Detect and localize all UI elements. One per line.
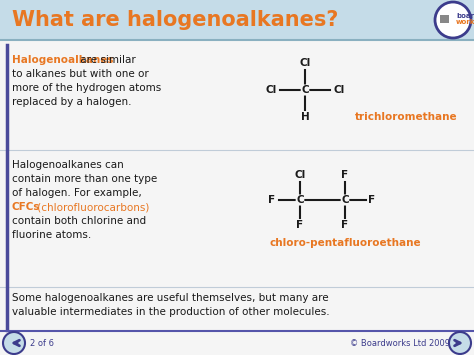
Text: more of the hydrogen atoms: more of the hydrogen atoms <box>12 83 161 93</box>
Text: valuable intermediates in the production of other molecules.: valuable intermediates in the production… <box>12 307 329 317</box>
Text: F: F <box>268 195 275 205</box>
Text: F: F <box>341 220 348 230</box>
Text: fluorine atoms.: fluorine atoms. <box>12 230 91 240</box>
Text: works: works <box>456 19 474 25</box>
Text: Cl: Cl <box>300 58 310 68</box>
Text: © Boardworks Ltd 2009: © Boardworks Ltd 2009 <box>350 339 450 348</box>
Text: Cl: Cl <box>333 85 345 95</box>
Circle shape <box>435 2 471 38</box>
Text: H: H <box>301 112 310 122</box>
Text: What are halogenoalkanes?: What are halogenoalkanes? <box>12 10 338 30</box>
Text: (chlorofluorocarbons): (chlorofluorocarbons) <box>34 202 149 212</box>
Text: F: F <box>296 220 303 230</box>
Circle shape <box>3 332 25 354</box>
Text: trichloromethane: trichloromethane <box>355 112 457 122</box>
Text: Halogenoalkanes can: Halogenoalkanes can <box>12 160 124 170</box>
Text: F: F <box>341 170 348 180</box>
Text: chloro-pentafluoroethane: chloro-pentafluoroethane <box>270 238 422 248</box>
Text: Cl: Cl <box>294 170 306 180</box>
Text: F: F <box>368 195 375 205</box>
Text: 2 of 6: 2 of 6 <box>30 339 54 348</box>
Text: C: C <box>301 85 309 95</box>
Text: of halogen. For example,: of halogen. For example, <box>12 188 142 198</box>
Circle shape <box>449 332 471 354</box>
Text: replaced by a halogen.: replaced by a halogen. <box>12 97 131 107</box>
Bar <box>0 0 474 40</box>
Text: CFCs: CFCs <box>12 202 40 212</box>
Text: C: C <box>296 195 304 205</box>
Text: Cl: Cl <box>265 85 277 95</box>
Text: board: board <box>456 13 474 19</box>
Text: Some halogenoalkanes are useful themselves, but many are: Some halogenoalkanes are useful themselv… <box>12 293 328 303</box>
Text: contain both chlorine and: contain both chlorine and <box>12 216 146 226</box>
Text: are similar: are similar <box>77 55 136 65</box>
Text: C: C <box>341 195 349 205</box>
Text: contain more than one type: contain more than one type <box>12 174 157 184</box>
Text: Halogenoalkanes: Halogenoalkanes <box>12 55 113 65</box>
Text: to alkanes but with one or: to alkanes but with one or <box>12 69 149 79</box>
Bar <box>440 15 449 23</box>
